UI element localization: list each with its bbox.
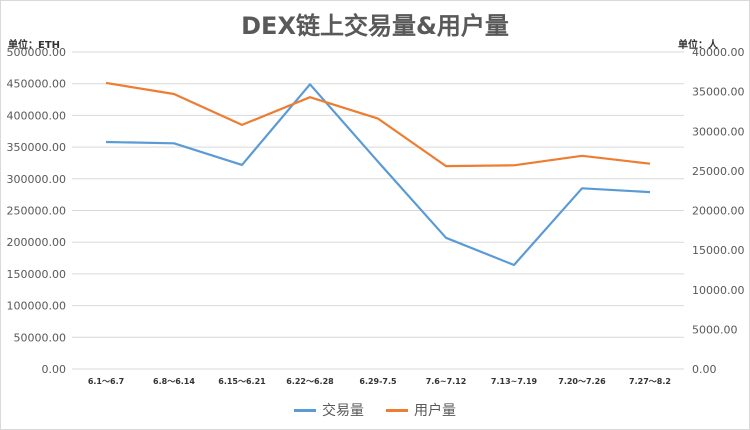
legend-swatch-users — [386, 408, 408, 412]
y-right-tick-label: 15000.00 — [692, 244, 745, 257]
x-tick-label: 7.20～7.26 — [558, 377, 606, 386]
chart-title: DEX链上交易量&用户量 — [241, 12, 509, 40]
y-left-tick-label: 350000.00 — [7, 141, 67, 154]
x-tick-label: 6.1～6.7 — [88, 377, 124, 386]
y-left-tick-label: 500000.00 — [7, 46, 67, 59]
y-left-tick-label: 450000.00 — [7, 78, 67, 91]
y-right-tick-label: 0.00 — [692, 363, 717, 376]
legend-item-volume: 交易量 — [294, 400, 364, 420]
left-axis-unit: 单位：ETH — [8, 40, 61, 51]
y-right-tick-label: 25000.00 — [692, 165, 745, 178]
x-tick-label: 7.27～8.2 — [629, 377, 671, 386]
y-left-tick-label: 200000.00 — [7, 236, 67, 249]
legend-label-users: 用户量 — [414, 403, 456, 419]
y-right-tick-label: 10000.00 — [692, 284, 745, 297]
y-right-tick-label: 5000.00 — [692, 323, 738, 336]
y-right-tick-label: 30000.00 — [692, 125, 745, 138]
y-left-tick-label: 50000.00 — [14, 331, 67, 344]
legend-item-users: 用户量 — [386, 400, 456, 420]
right-axis-unit: 单位：人 — [678, 40, 718, 51]
legend-label-volume: 交易量 — [322, 403, 364, 419]
x-tick-label: 6.29-7.5 — [359, 377, 397, 386]
series-line-users — [105, 81, 651, 168]
y-left-tick-label: 150000.00 — [7, 268, 67, 281]
y-left-tick-label: 100000.00 — [7, 300, 67, 313]
series-line-volume — [105, 83, 651, 267]
x-tick-label: 7.6~7.12 — [426, 377, 467, 386]
chart-legend: 交易量 用户量 — [0, 400, 750, 420]
legend-swatch-volume — [294, 408, 316, 412]
y-left-tick-label: 0.00 — [42, 363, 67, 376]
y-left-tick-label: 300000.00 — [7, 173, 67, 186]
y-left-tick-label: 400000.00 — [7, 109, 67, 122]
x-tick-label: 6.22～6.28 — [286, 377, 334, 386]
y-right-tick-label: 40000.00 — [692, 46, 745, 59]
x-tick-label: 7.13~7.19 — [491, 377, 538, 386]
y-right-tick-label: 35000.00 — [692, 86, 745, 99]
y-left-tick-label: 250000.00 — [7, 205, 67, 218]
x-tick-label: 6.8～6.14 — [153, 377, 195, 386]
y-right-tick-label: 20000.00 — [692, 205, 745, 218]
x-tick-label: 6.15～6.21 — [218, 377, 266, 386]
